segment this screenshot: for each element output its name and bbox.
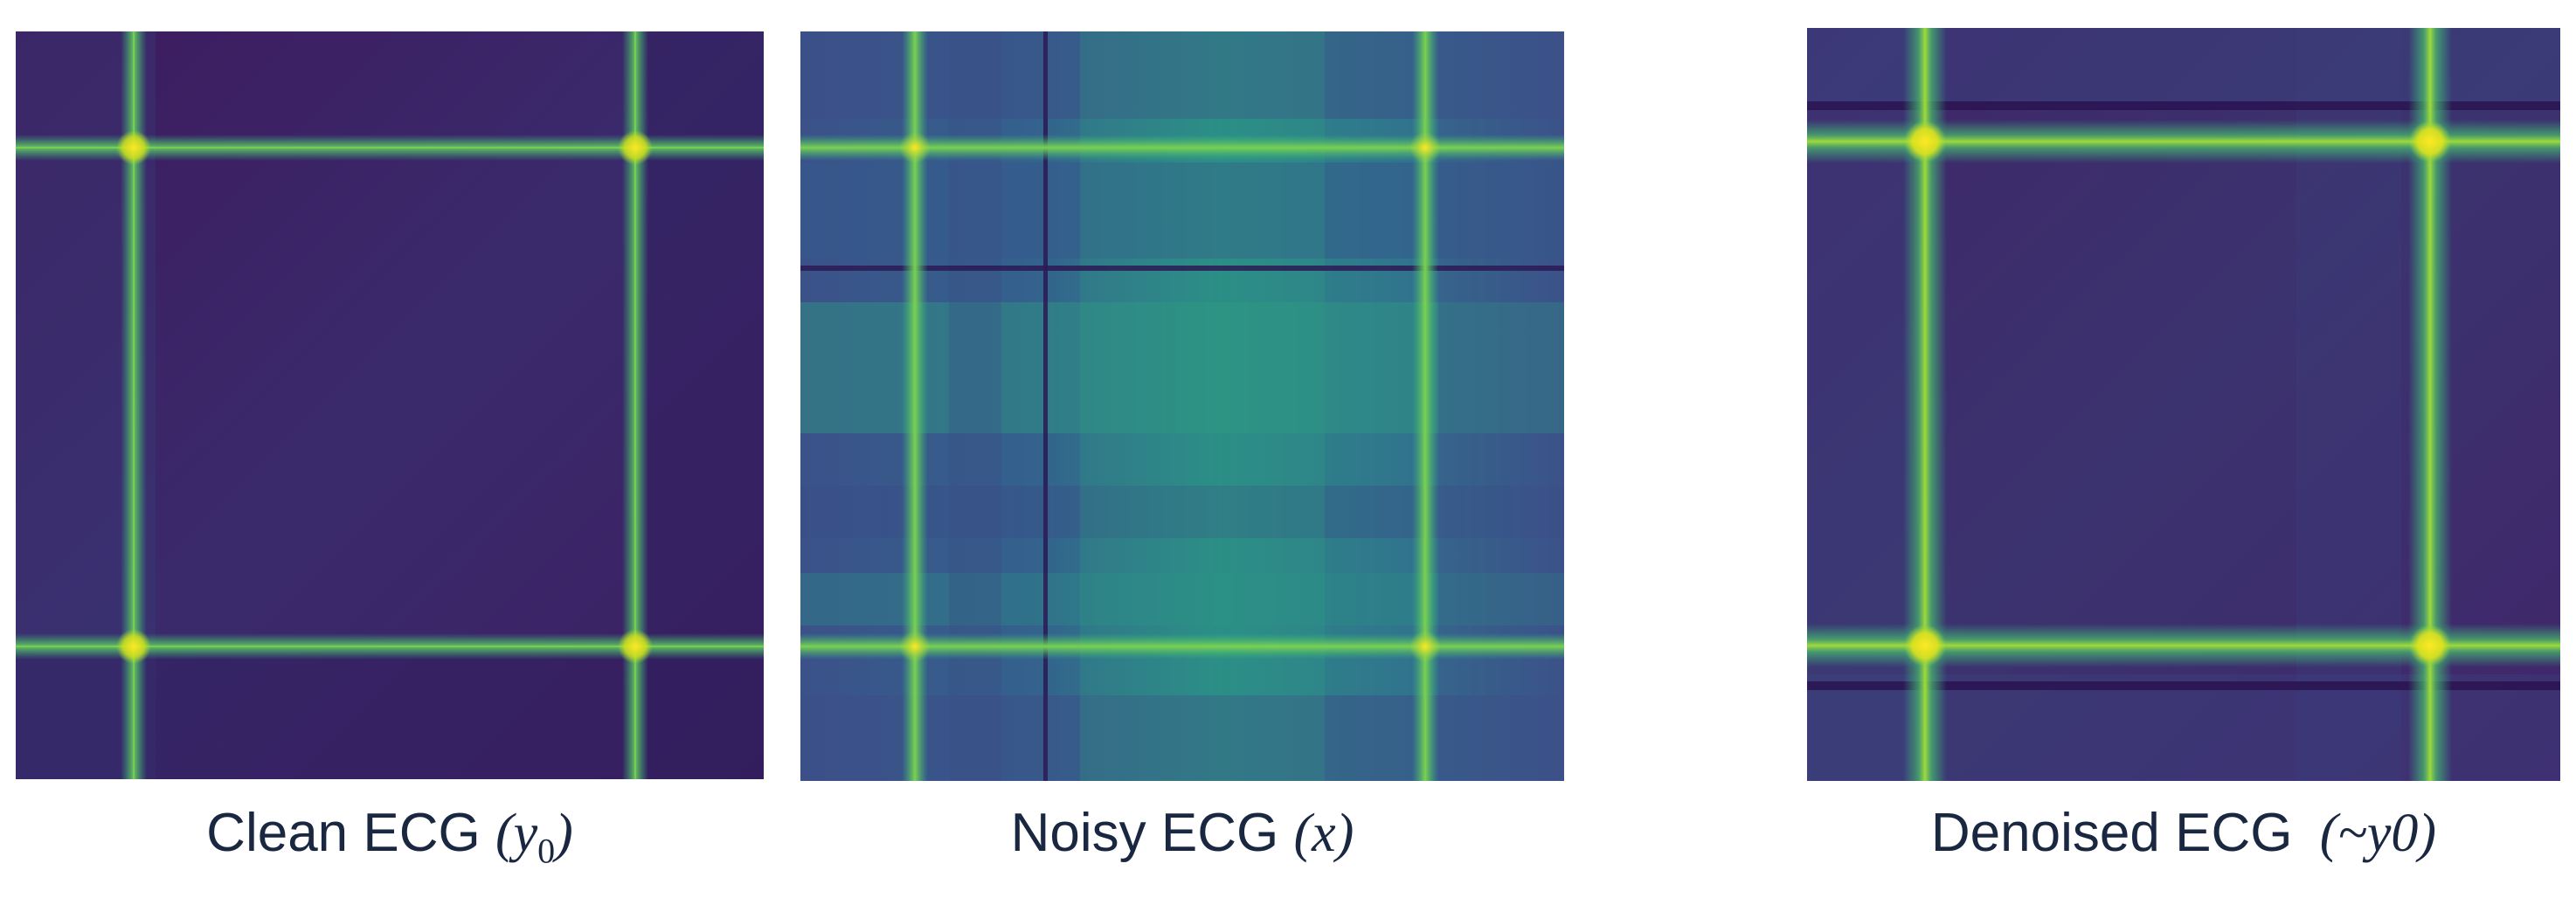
clean-ecg-image xyxy=(16,31,764,779)
paren-close: ) xyxy=(2418,804,2437,863)
caption-text: Clean ECG xyxy=(206,803,481,863)
math-var: y xyxy=(513,804,538,863)
paren-close: ) xyxy=(1335,804,1354,863)
math-sub: 0 xyxy=(537,831,556,871)
clean-ecg-panel xyxy=(16,31,764,779)
noisy-ecg-panel xyxy=(800,31,1564,781)
paren-open: ( xyxy=(495,804,514,863)
denoised-ecg-panel xyxy=(1807,28,2560,781)
math-var: x xyxy=(1312,804,1336,863)
caption-text: Noisy ECG xyxy=(1010,803,1279,863)
noisy-ecg-caption: Noisy ECG (x) xyxy=(800,802,1564,865)
caption-math: (y0) xyxy=(495,804,573,870)
paren-close: ) xyxy=(555,804,573,863)
caption-math: (x) xyxy=(1294,804,1354,863)
math-var: y0 xyxy=(2366,804,2419,863)
caption-math: (~y0) xyxy=(2320,804,2436,863)
paren-open: ( xyxy=(1293,804,1312,863)
denoised-ecg-image xyxy=(1807,28,2560,781)
paren-open: (~ xyxy=(2319,804,2367,863)
noisy-ecg-image xyxy=(800,31,1564,781)
clean-ecg-caption: Clean ECG (y0) xyxy=(16,802,764,871)
caption-text: Denoised ECG xyxy=(1930,803,2293,863)
denoised-ecg-caption: Denoised ECG (~y0) xyxy=(1807,802,2560,865)
